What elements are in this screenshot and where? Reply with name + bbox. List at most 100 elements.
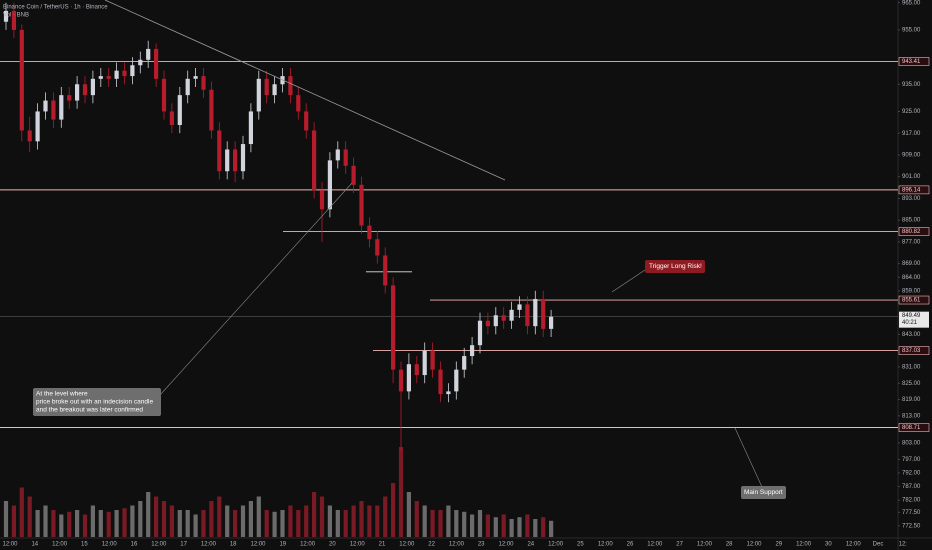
volume-bar <box>43 505 48 537</box>
candle-body <box>3 10 9 22</box>
volume-bar <box>3 501 9 537</box>
level-label: 880.82 <box>902 229 921 235</box>
volume-bar <box>398 447 404 537</box>
y-tick-label: 864.00 <box>902 275 921 281</box>
candle-body <box>11 10 16 30</box>
volume-bar <box>367 505 372 537</box>
x-tick-label: 12:00 <box>746 542 762 548</box>
candle-body <box>319 190 325 210</box>
candle-body <box>146 48 151 60</box>
x-tick-label: 20 <box>329 542 336 548</box>
x-tick-label: 12:00 <box>350 542 366 548</box>
volume-bar <box>90 505 95 537</box>
volume-bar <box>122 508 127 537</box>
candle-body <box>169 111 174 126</box>
y-tick-label: 869.00 <box>902 261 921 267</box>
x-tick-label: 30 <box>825 542 832 548</box>
x-tick-label: 12:00 <box>796 542 812 548</box>
candle-body <box>446 391 451 395</box>
pointer-line <box>734 427 763 488</box>
candle-body <box>177 95 182 126</box>
level-label: 855.61 <box>902 298 921 304</box>
candle-body <box>375 239 380 256</box>
volume-bar <box>414 501 419 537</box>
x-tick-label: 12:00 <box>449 542 465 548</box>
level-label-box <box>898 423 930 432</box>
volume-bar <box>11 505 16 537</box>
x-tick-label: 12:00 <box>52 542 68 548</box>
candle-body <box>35 111 40 142</box>
y-tick-label: 819.00 <box>902 397 921 403</box>
candle-body <box>130 65 135 77</box>
volume-bar <box>549 520 554 537</box>
volume-bar <box>351 505 356 537</box>
y-tick-label: 909.00 <box>902 153 921 159</box>
volume-bar <box>501 514 506 537</box>
volume-bar <box>59 514 64 537</box>
volume-bar <box>27 496 32 537</box>
candle-body <box>138 59 143 66</box>
level-label-box <box>898 57 930 66</box>
note-line: and the breakout was later confirmed <box>36 407 143 414</box>
volume-bar <box>391 483 396 537</box>
candle-body <box>501 315 506 321</box>
volume-bar <box>477 510 483 537</box>
candle-body <box>161 78 167 112</box>
candle-body <box>485 320 490 327</box>
y-tick-label: 782.00 <box>902 498 921 504</box>
volume-bar <box>406 492 411 537</box>
volume-bar <box>462 511 467 537</box>
note-text: Main Support <box>744 489 783 496</box>
x-tick-label: 21 <box>379 542 386 548</box>
note-box <box>33 388 161 416</box>
volume-bar <box>343 510 348 537</box>
volume-bar <box>430 510 435 537</box>
candle-body <box>470 345 475 357</box>
volume-bar <box>296 510 301 537</box>
volume-bar <box>485 514 490 537</box>
plot <box>0 2 898 537</box>
x-tick-label: 19 <box>279 542 286 548</box>
volume-bar <box>375 505 380 537</box>
y-tick-label: 925.00 <box>902 109 921 115</box>
candle-body <box>414 364 419 376</box>
y-tick-label: 917.00 <box>902 131 921 137</box>
x-tick-label: 12:00 <box>498 542 514 548</box>
note-line: price broke out with an indecision candl… <box>36 399 153 406</box>
volume-bar <box>146 492 151 537</box>
y-tick-label: 792.00 <box>902 471 921 477</box>
candle-body <box>549 316 554 329</box>
candle-body <box>422 350 427 376</box>
candle-body <box>106 76 111 79</box>
candle-body <box>51 100 56 120</box>
volume-bar <box>75 510 80 537</box>
candle-body <box>59 95 64 120</box>
volume-bar <box>106 511 111 537</box>
volume-bar <box>201 510 206 537</box>
candle-body <box>383 255 388 286</box>
volume-bar <box>130 505 135 537</box>
y-tick-label: 859.00 <box>902 288 921 294</box>
volume-bar <box>335 510 340 537</box>
volume-bar <box>35 510 40 537</box>
candle-body <box>185 78 190 96</box>
note-line: At the level where <box>36 391 88 398</box>
volume-title: Vol · BNB <box>3 13 29 19</box>
x-tick-label: 27 <box>676 542 683 548</box>
volume-bar <box>154 496 159 537</box>
note-box <box>645 260 705 273</box>
volume-bar <box>248 501 253 537</box>
candle-body <box>201 76 206 90</box>
candle-body <box>82 84 88 96</box>
y-tick-label: 831.00 <box>902 365 921 371</box>
candle-body <box>335 149 340 161</box>
x-tick-label: 29 <box>775 542 782 548</box>
volume-bar <box>359 501 364 537</box>
candle-body <box>477 320 483 346</box>
volume-bar <box>51 510 56 537</box>
candle-body <box>359 184 364 226</box>
candle-body <box>327 160 332 210</box>
x-tick-label: 17 <box>180 542 187 548</box>
volume-bar <box>225 505 230 537</box>
